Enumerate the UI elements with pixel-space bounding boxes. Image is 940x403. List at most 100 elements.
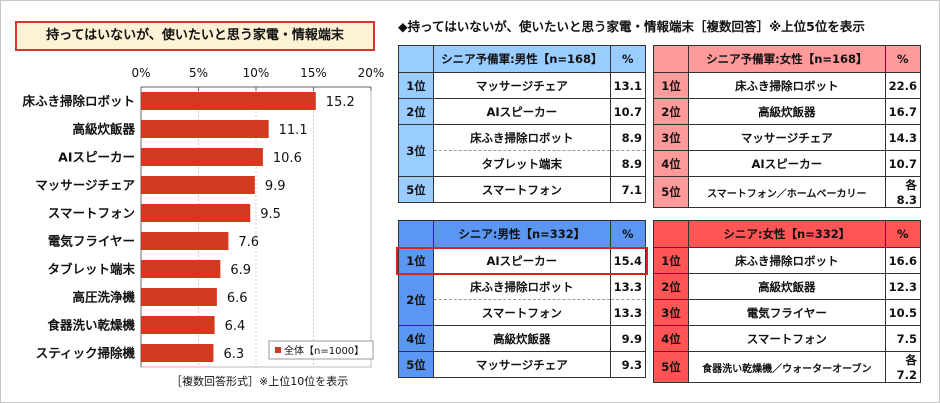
value-cell: 14.3 bbox=[884, 124, 922, 151]
group-header: シニア:女性【n=332】 bbox=[688, 220, 886, 248]
legend bbox=[268, 340, 374, 360]
legend-label: 全体【n=1000】 bbox=[284, 344, 364, 357]
item-cell: スマートフォン bbox=[433, 299, 611, 326]
rank-cell: 1位 bbox=[653, 247, 689, 274]
value-cell: 13.1 bbox=[609, 72, 647, 99]
rank-cell: 2位 bbox=[398, 273, 434, 326]
table-row: 4位 スマートフォン 7.5 bbox=[653, 325, 922, 352]
pct-header: % bbox=[609, 220, 647, 248]
table-row: 5位 スマートフォン／ホームベーカリー 各8.3 bbox=[653, 176, 922, 208]
value-cell: 9.3 bbox=[609, 351, 647, 378]
data-label: 6.3 bbox=[223, 347, 244, 362]
rank-header bbox=[398, 45, 434, 73]
item-cell: 床ふき掃除ロボット bbox=[433, 273, 611, 300]
item-cell: マッサージチェア bbox=[433, 72, 611, 99]
ranking-table: シニア予備軍:男性【n=168】% 1位 マッサージチェア 13.1 2位 AIスピーカー… bbox=[398, 45, 647, 203]
rankings-title: ◆持ってはいないが、使いたいと思う家電・情報端末［複数回答］※上位5位を表示 bbox=[398, 19, 865, 34]
value-cell: 9.9 bbox=[609, 325, 647, 352]
item-cell: タブレット端末 bbox=[433, 150, 611, 177]
bar bbox=[141, 148, 263, 166]
table-row: 3位 マッサージチェア 14.3 bbox=[653, 124, 922, 151]
data-label: 11.1 bbox=[279, 123, 308, 138]
item-cell: マッサージチェア bbox=[688, 124, 886, 151]
item-cell: 高級炊飯器 bbox=[688, 273, 886, 300]
rank-cell: 4位 bbox=[653, 150, 689, 177]
chart-footnote: ［複数回答形式］※上位10位を表示 bbox=[171, 375, 349, 388]
item-cell: AIスピーカー bbox=[433, 247, 611, 274]
category-label: スティック掃除機 bbox=[36, 346, 136, 361]
category-label: タブレット端末 bbox=[47, 262, 135, 277]
table-header: シニア予備軍:男性【n=168】% bbox=[398, 45, 647, 73]
item-cell: 電気フライヤー bbox=[688, 299, 886, 326]
data-label: 9.5 bbox=[260, 207, 281, 222]
rank-cell: 2位 bbox=[653, 273, 689, 300]
category-label: 食器洗い乾燥機 bbox=[46, 318, 135, 333]
table-header: シニア:女性【n=332】% bbox=[653, 220, 922, 248]
legend-swatch bbox=[275, 347, 281, 353]
x-tick-label: 15% bbox=[300, 66, 327, 80]
value-cell: 12.3 bbox=[884, 273, 922, 300]
table-row: 1位 マッサージチェア 13.1 bbox=[398, 72, 647, 99]
data-label: 15.2 bbox=[326, 95, 355, 110]
table-row: タブレット端末 8.9 bbox=[399, 150, 647, 177]
x-tick-label: 5% bbox=[189, 66, 208, 80]
rank-cell: 5位 bbox=[653, 176, 689, 208]
table-row: 4位 AIスピーカー 10.7 bbox=[653, 150, 922, 177]
value-cell: 7.5 bbox=[884, 325, 922, 352]
value-cell: 7.1 bbox=[609, 176, 647, 203]
item-cell: 床ふき掃除ロボット bbox=[688, 247, 886, 274]
rank-cell: 3位 bbox=[398, 124, 434, 177]
category-label: 高圧洗浄機 bbox=[72, 290, 135, 305]
item-cell: AIスピーカー bbox=[688, 150, 886, 177]
data-label: 6.9 bbox=[230, 263, 251, 278]
rank-cell: 2位 bbox=[398, 98, 434, 125]
value-cell: 8.9 bbox=[609, 124, 647, 151]
rank-header bbox=[653, 220, 689, 248]
group-header: シニア予備軍:女性【n=168】 bbox=[688, 45, 886, 73]
rank-cell: 3位 bbox=[653, 299, 689, 326]
rank-cell: 1位 bbox=[398, 72, 434, 99]
value-cell: 22.6 bbox=[884, 72, 922, 99]
item-cell: スマートフォン bbox=[688, 325, 886, 352]
item-cell: 床ふき掃除ロボット bbox=[688, 72, 886, 99]
item-cell: スマートフォン bbox=[433, 176, 611, 203]
table-row: 1位 床ふき掃除ロボット 22.6 bbox=[653, 72, 922, 99]
category-label: マッサージチェア bbox=[35, 178, 135, 193]
rank-cell: 3位 bbox=[653, 124, 689, 151]
rank-cell: 5位 bbox=[653, 351, 689, 383]
data-label: 9.9 bbox=[265, 179, 286, 194]
table-row: 2位 AIスピーカー 10.7 bbox=[398, 98, 647, 125]
pct-header: % bbox=[609, 45, 647, 73]
ranking-table: シニア:女性【n=332】% 1位 床ふき掃除ロボット 16.6 2位 高級炊飯器 12.3… bbox=[653, 220, 922, 383]
value-cell: 10.7 bbox=[884, 150, 922, 177]
table-header: シニア:男性【n=332】% bbox=[398, 220, 647, 248]
table-row: スマートフォン 13.3 bbox=[399, 299, 647, 326]
data-label: 6.4 bbox=[225, 319, 246, 334]
value-cell: 16.7 bbox=[884, 98, 922, 125]
value-cell: 13.3 bbox=[609, 299, 647, 326]
rank-header bbox=[398, 220, 434, 248]
bar bbox=[141, 232, 229, 250]
bar bbox=[141, 92, 316, 110]
rank-header bbox=[653, 45, 689, 73]
table-row: 4位 高級炊飯器 9.9 bbox=[398, 325, 647, 352]
bar bbox=[141, 204, 251, 222]
group-header: シニア:男性【n=332】 bbox=[433, 220, 611, 248]
table-row: 5位 マッサージチェア 9.3 bbox=[398, 351, 647, 378]
bar bbox=[141, 120, 269, 138]
value-cell: 16.6 bbox=[884, 247, 922, 274]
x-tick-label: 0% bbox=[131, 66, 150, 80]
rank-cell: 4位 bbox=[653, 325, 689, 352]
table-row: 5位 食器洗い乾燥機／ウォーターオーブン 各7.2 bbox=[653, 351, 922, 383]
ranking-table: シニア予備軍:女性【n=168】% 1位 床ふき掃除ロボット 22.6 2位 高級炊飯器 1… bbox=[653, 45, 922, 208]
data-label: 7.6 bbox=[238, 235, 259, 250]
x-tick-label: 20% bbox=[358, 66, 385, 80]
rank-cell: 1位 bbox=[653, 72, 689, 99]
value-cell: 13.3 bbox=[609, 273, 647, 300]
rank-cell: 1位 bbox=[398, 247, 434, 274]
bar bbox=[141, 288, 217, 306]
table-row: 3位 電気フライヤー 10.5 bbox=[653, 299, 922, 326]
item-cell: 高級炊飯器 bbox=[433, 325, 611, 352]
category-label: スマートフォン bbox=[48, 206, 135, 221]
